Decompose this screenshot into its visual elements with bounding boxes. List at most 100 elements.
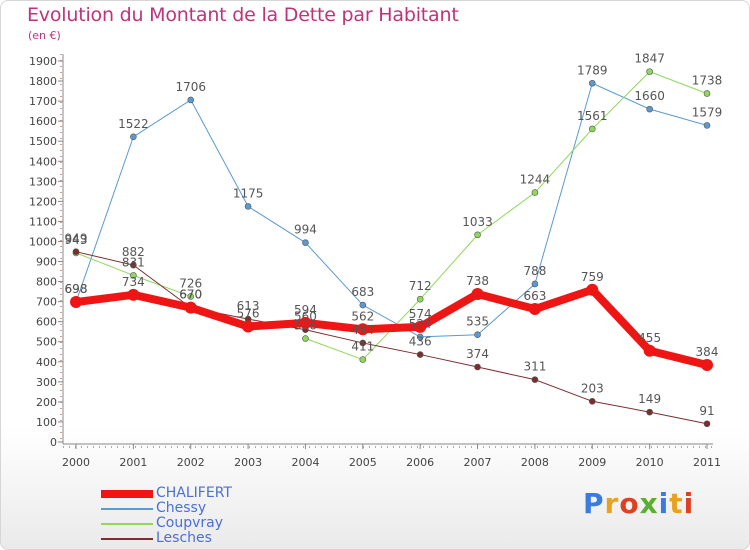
data-point-coupvray	[302, 335, 309, 342]
y-tick-label: 1800	[29, 75, 57, 88]
data-label-chalifert: 594	[294, 303, 317, 317]
data-point-coupvray	[359, 356, 367, 363]
y-tick-label: 900	[36, 256, 57, 269]
data-label-lesches: 882	[122, 245, 145, 259]
data-point-chalifert	[643, 344, 656, 357]
data-point-chessy	[187, 96, 195, 104]
y-tick-label: 1300	[29, 175, 57, 188]
logo-letter: i	[683, 487, 695, 520]
data-label-chalifert: 670	[179, 288, 202, 302]
x-tick-label: 2002	[177, 456, 205, 469]
data-label-chalifert: 698	[65, 282, 88, 296]
legend-swatch-chalifert	[101, 490, 153, 498]
data-point-lesches	[474, 363, 481, 371]
x-tick-label: 2010	[636, 456, 664, 469]
data-point-coupvray	[416, 295, 424, 303]
data-point-chalifert	[414, 320, 427, 333]
data-point-lesches	[531, 376, 539, 383]
chart-unit: (en €)	[28, 29, 61, 42]
data-label-chalifert: 734	[122, 275, 145, 289]
series-line-coupvray	[304, 71, 708, 361]
y-tick-label: 700	[36, 296, 57, 309]
data-label-chessy: 683	[351, 285, 374, 299]
series-line-chessy	[75, 82, 708, 338]
legend-label-chalifert: CHALIFERT	[156, 485, 232, 501]
legend-label-coupvray: Coupvray	[156, 515, 224, 531]
data-label-lesches: 149	[638, 392, 661, 406]
y-tick-label: 1200	[29, 195, 57, 208]
data-point-lesches	[359, 339, 367, 347]
data-label-coupvray: 1561	[577, 109, 608, 123]
data-point-coupvray	[130, 272, 137, 279]
y-tick-label: 200	[36, 396, 57, 409]
data-point-chessy	[646, 105, 653, 113]
y-tick-label: 600	[36, 316, 57, 329]
legend-label-lesches: Lesches	[156, 530, 212, 546]
chart-title: Evolution du Montant de la Dette par Hab…	[27, 4, 459, 26]
y-tick-label: 400	[36, 356, 57, 369]
y-tick-label: 500	[36, 336, 57, 349]
x-tick-label: 2003	[234, 456, 262, 469]
proxiti-logo: Proxiti	[583, 487, 694, 520]
data-point-chalifert	[242, 320, 255, 333]
data-label-coupvray: 943	[65, 233, 88, 247]
data-point-chalifert	[528, 303, 541, 316]
data-label-chalifert: 759	[581, 270, 604, 284]
data-label-coupvray: 1244	[520, 173, 551, 187]
data-label-chalifert: 576	[237, 306, 260, 320]
data-point-lesches	[588, 397, 596, 405]
y-tick-label: 1000	[29, 235, 57, 248]
data-point-chalifert	[299, 316, 312, 329]
y-tick-label: 1600	[29, 115, 57, 128]
data-label-lesches: 949	[65, 232, 88, 246]
data-point-chalifert	[70, 296, 82, 309]
x-tick-label: 2001	[119, 456, 147, 469]
data-label-lesches: 613	[237, 299, 260, 313]
data-label-coupvray: 1738	[692, 73, 723, 87]
data-label-chessy: 1175	[233, 186, 264, 200]
data-label-coupvray: 1847	[634, 52, 665, 66]
x-tick-label: 2004	[291, 456, 319, 469]
data-point-chessy	[130, 133, 137, 141]
data-label-lesches: 494	[351, 323, 374, 337]
data-point-chessy	[302, 239, 309, 246]
logo-letter: t	[669, 487, 684, 520]
data-label-chalifert: 738	[466, 274, 489, 288]
legend-label-chessy: Chessy	[156, 500, 207, 516]
data-label-chessy: 1522	[118, 117, 149, 131]
legend-swatch-coupvray	[101, 523, 153, 525]
y-tick-label: 1500	[29, 135, 57, 148]
data-point-chessy	[416, 333, 424, 341]
data-label-lesches: 374	[466, 347, 489, 361]
data-point-chalifert	[471, 288, 484, 301]
data-label-chessy: 1706	[175, 80, 206, 94]
data-point-chalifert	[356, 323, 369, 336]
data-point-chessy	[703, 122, 711, 129]
data-label-lesches: 91	[699, 404, 714, 418]
y-tick-label: 800	[36, 276, 57, 289]
data-label-chessy: 535	[466, 315, 489, 329]
data-label-lesches: 311	[523, 360, 546, 374]
data-point-chessy	[359, 301, 367, 309]
x-tick-label: 2008	[521, 456, 549, 469]
y-tick-label: 1400	[29, 155, 57, 168]
y-tick-label: 0	[50, 436, 57, 449]
data-point-chalifert	[184, 301, 197, 314]
data-point-chessy	[531, 280, 539, 288]
x-tick-label: 2006	[406, 456, 434, 469]
data-label-chalifert: 384	[696, 345, 719, 359]
logo-letter: x	[639, 487, 659, 520]
logo-letter: i	[658, 487, 670, 520]
data-point-lesches	[130, 261, 137, 269]
y-tick-label: 1700	[29, 95, 57, 108]
data-label-coupvray: 516	[294, 319, 317, 333]
series-line-lesches	[75, 251, 708, 425]
data-point-coupvray	[588, 125, 596, 133]
x-tick-label: 2011	[693, 456, 721, 469]
data-label-lesches: 560	[294, 310, 317, 324]
data-point-coupvray	[531, 189, 539, 196]
data-label-lesches: 436	[409, 335, 432, 349]
y-tick-label: 300	[36, 376, 57, 389]
